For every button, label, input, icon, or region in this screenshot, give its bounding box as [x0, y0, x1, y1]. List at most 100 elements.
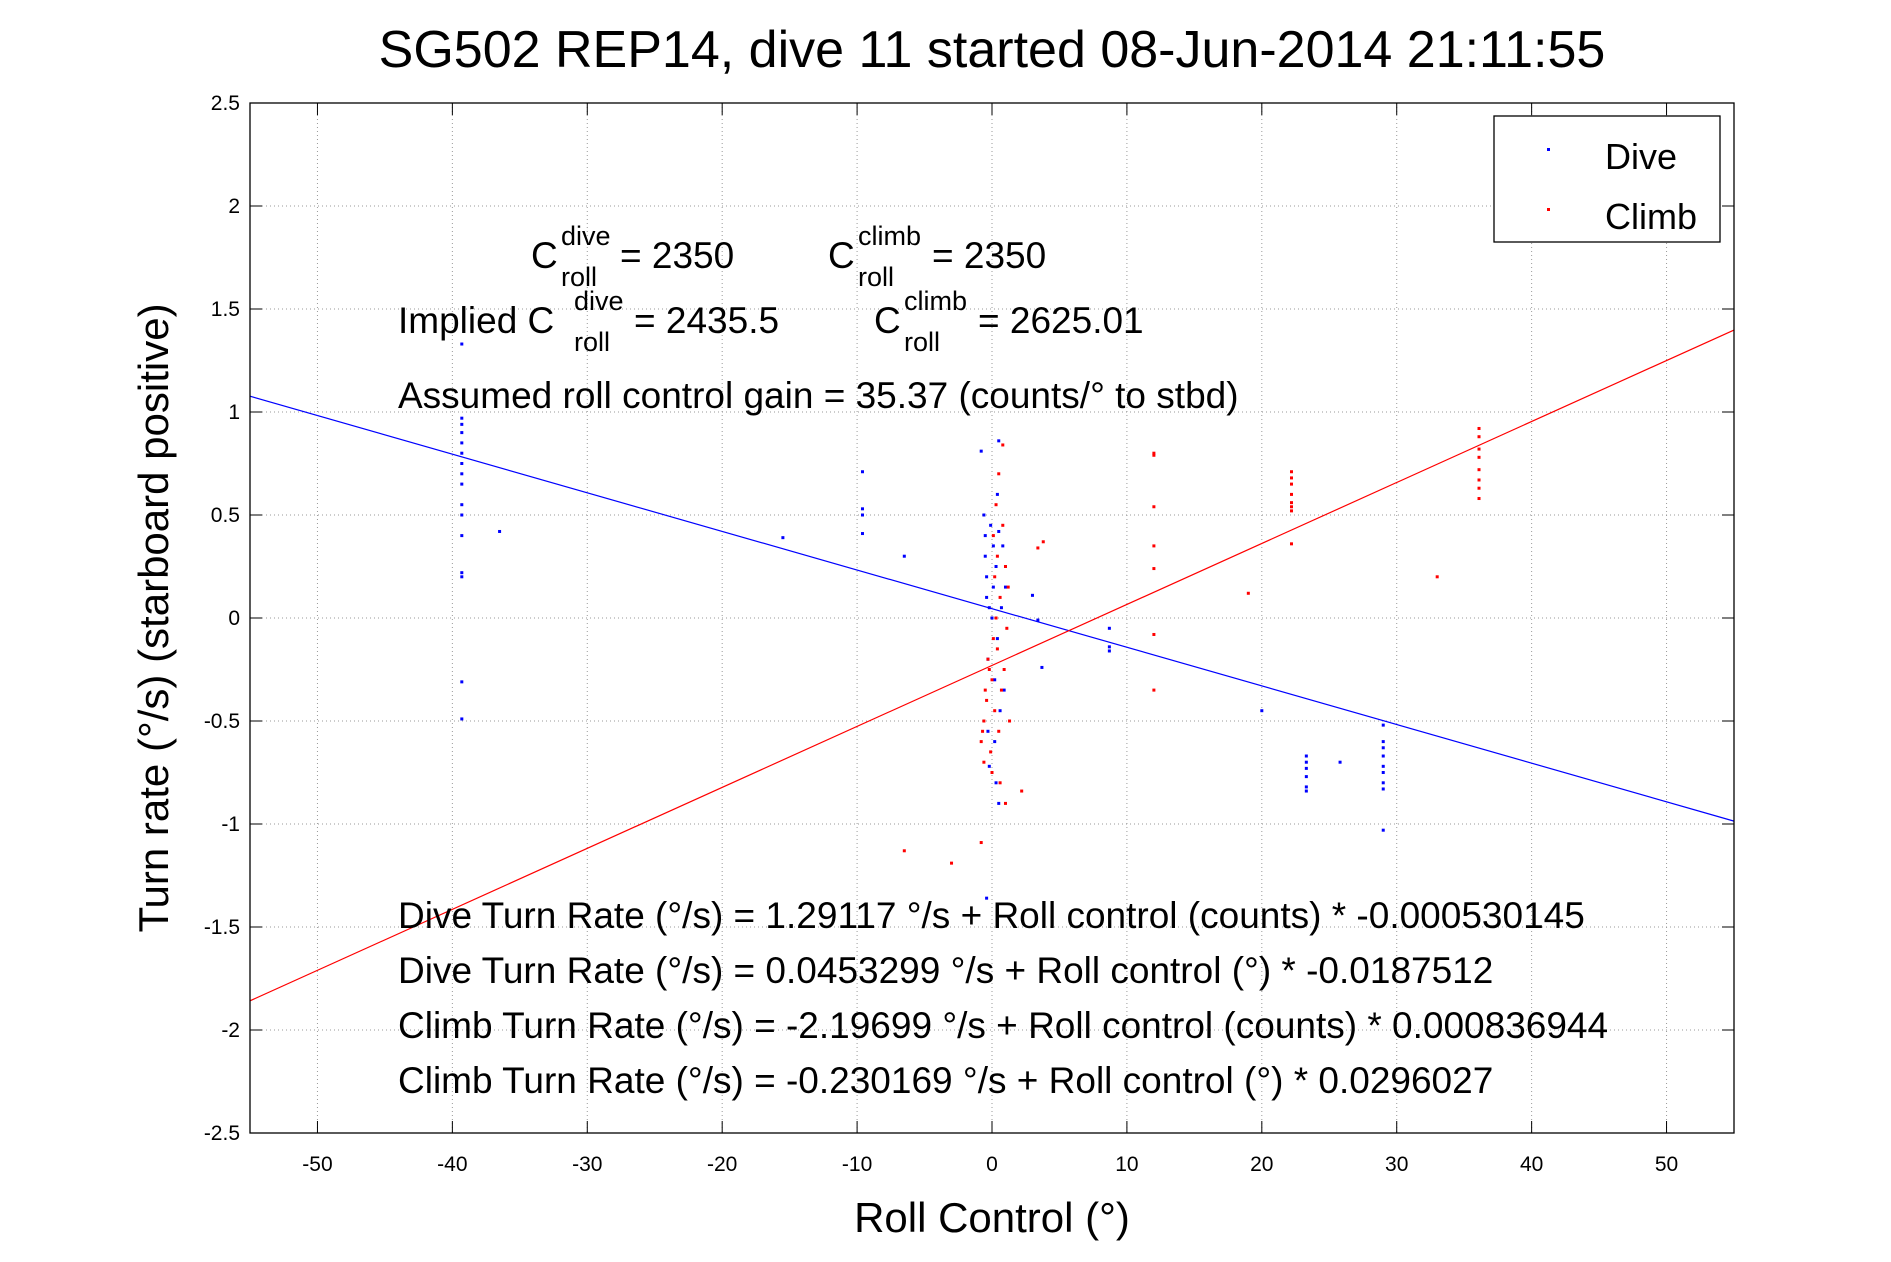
dive-point: [999, 606, 1003, 610]
dive-point: [1304, 789, 1308, 793]
c-climb-value: = 2350: [932, 235, 1046, 276]
dive-point: [1381, 781, 1385, 785]
climb-point: [999, 688, 1003, 692]
y-tick-label: -1: [221, 813, 240, 836]
implied-dive-prefix: Implied C: [398, 300, 554, 341]
dive-fit-degrees-equation: Dive Turn Rate (°/s) = 0.0453299 °/s + R…: [398, 950, 1493, 991]
grid: [250, 103, 1734, 1133]
dive-point: [1338, 760, 1342, 764]
climb-point: [1477, 497, 1481, 501]
climb-point: [990, 678, 994, 682]
dive-point: [1107, 645, 1111, 649]
climb-point: [1041, 540, 1045, 544]
climb-point: [1477, 455, 1481, 459]
y-axis-label: Turn rate (°/s) (starboard positive): [130, 303, 177, 932]
dive-point: [997, 801, 1001, 805]
c-roll-climb-annotation: C climb roll = 2350: [828, 221, 1046, 292]
dive-fit-line: [249, 395, 1735, 822]
dive-point: [902, 554, 906, 558]
climb-point: [1289, 505, 1293, 509]
climb-point: [993, 709, 997, 713]
dive-point: [997, 439, 1001, 443]
climb-point: [990, 771, 994, 774]
implied-c-roll-climb-annotation: C climb roll = 2625.01: [874, 286, 1144, 357]
climb-point: [1289, 476, 1293, 480]
c-dive-main: C: [531, 235, 558, 276]
dive-point: [979, 449, 983, 453]
dive-point: [1003, 585, 1007, 589]
x-tick-label: -30: [572, 1153, 602, 1176]
climb-point: [1477, 486, 1481, 490]
chart-title: SG502 REP14, dive 11 started 08-Jun-2014…: [379, 21, 1606, 79]
dive-point: [1040, 665, 1044, 669]
dive-point: [987, 606, 991, 610]
y-tick-label: 2: [228, 195, 240, 218]
dive-point: [997, 529, 1001, 533]
climb-point: [1477, 447, 1481, 451]
dive-point: [1304, 754, 1308, 758]
climb-point: [1435, 575, 1439, 579]
dive-point: [460, 431, 464, 435]
dive-fit-counts-equation: Dive Turn Rate (°/s) = 1.29117 °/s + Rol…: [398, 895, 1585, 936]
legend-climb-label: Climb: [1605, 196, 1697, 237]
climb-point: [1020, 789, 1024, 793]
y-tick-labels: -2.5 -2 -1.5 -1 -0.5 0 0.5 1 1.5 2 2.5: [204, 92, 240, 1145]
dive-point: [460, 575, 464, 579]
climb-point: [981, 729, 985, 733]
dive-point: [460, 513, 464, 517]
climb-point: [982, 760, 986, 764]
climb-point: [979, 740, 983, 744]
climb-point: [991, 637, 995, 641]
climb-point: [902, 849, 906, 853]
x-tick-label: -10: [842, 1153, 872, 1176]
x-tick-label: 20: [1250, 1153, 1273, 1176]
y-tick-label: -2: [221, 1019, 240, 1042]
dive-point: [460, 680, 464, 684]
climb-point: [1289, 501, 1293, 505]
dive-point: [985, 896, 989, 900]
dive-point: [994, 781, 998, 785]
c-dive-superscript: dive: [561, 221, 611, 251]
c-dive-value: = 2350: [620, 235, 734, 276]
climb-point: [1289, 542, 1293, 546]
climb-point: [1289, 492, 1293, 496]
y-tick-label: 2.5: [211, 92, 240, 115]
dive-point: [991, 544, 995, 548]
dive-point: [1001, 544, 1005, 548]
dive-point: [1304, 766, 1308, 770]
dive-point: [995, 492, 999, 496]
climb-point: [1003, 801, 1007, 805]
x-tick-label: -40: [437, 1153, 467, 1176]
dive-point: [860, 532, 864, 536]
y-tick-label: -0.5: [204, 710, 240, 733]
climb-point: [1036, 546, 1040, 550]
legend-climb-marker: [1547, 208, 1550, 211]
dive-point: [995, 637, 999, 641]
dive-point: [994, 565, 998, 568]
climb-point: [1152, 453, 1156, 457]
c-climb-main: C: [828, 235, 855, 276]
dive-point: [985, 575, 989, 579]
climb-point: [1477, 478, 1481, 482]
climb-point: [1003, 565, 1007, 568]
data-points: [460, 342, 1481, 900]
x-tick-label: 30: [1385, 1153, 1408, 1176]
implied-climb-superscript: climb: [904, 286, 967, 316]
dive-point: [1107, 626, 1111, 630]
climb-point: [994, 503, 998, 507]
c-climb-subscript: roll: [858, 262, 894, 292]
climb-point: [995, 554, 999, 558]
legend-dive-label: Dive: [1605, 136, 1677, 177]
roll-gain-annotation: Assumed roll control gain = 35.37 (count…: [398, 375, 1239, 416]
x-tick-labels: -50 -40 -30 -20 -10 0 10 20 30 40 50: [302, 1153, 1678, 1176]
x-tick-label: -20: [707, 1153, 737, 1176]
dive-point: [1304, 760, 1308, 764]
dive-point: [987, 764, 991, 768]
climb-point: [1001, 523, 1005, 527]
dive-point: [460, 422, 464, 426]
climb-point: [994, 616, 998, 620]
dive-point: [460, 441, 464, 445]
climb-point: [1289, 470, 1293, 474]
x-tick-label: 50: [1655, 1153, 1678, 1176]
climb-point: [995, 647, 999, 651]
